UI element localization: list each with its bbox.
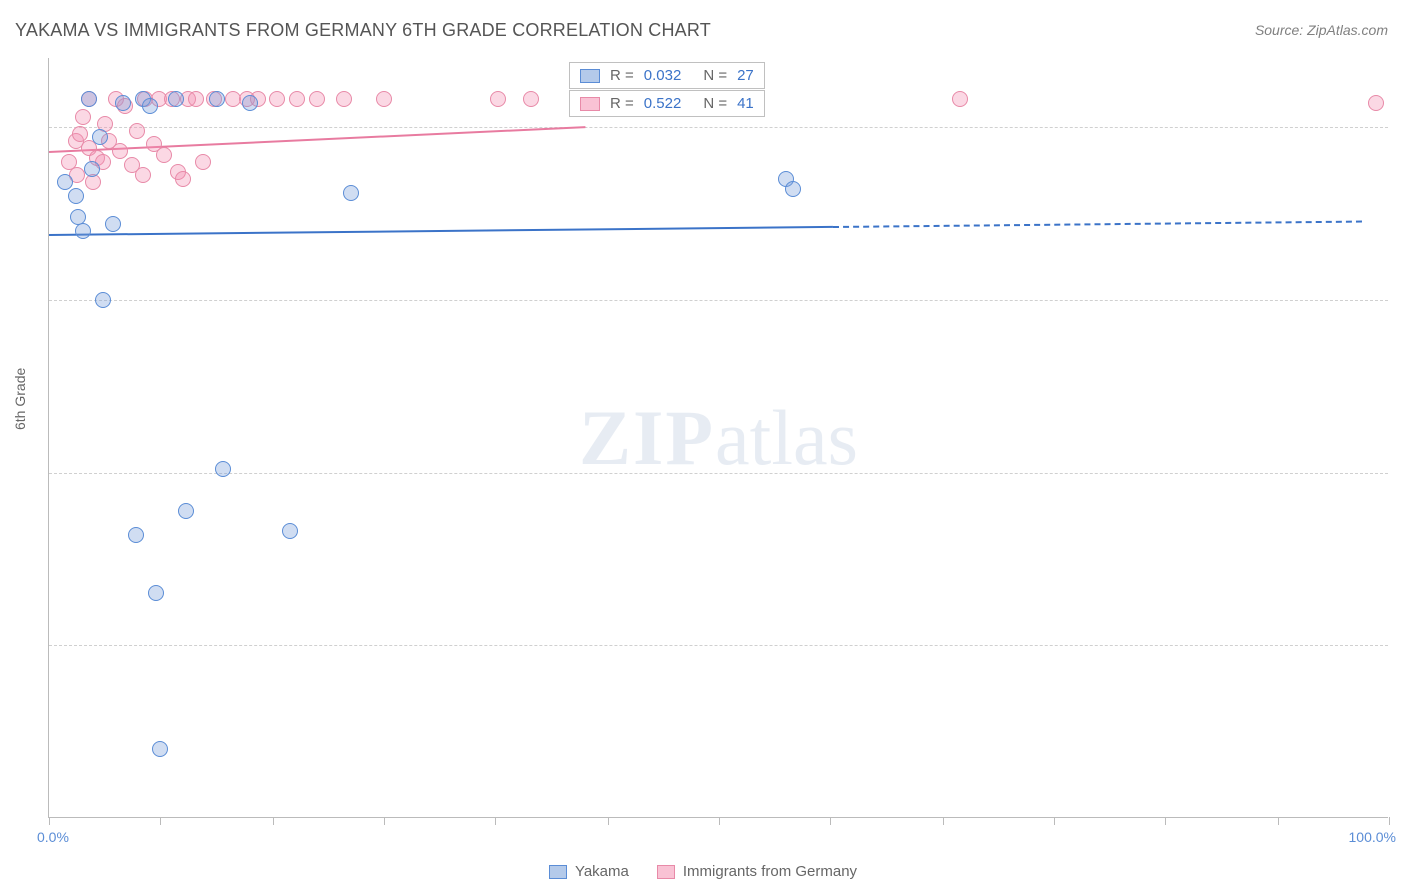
legend-label-yakama: Yakama	[575, 863, 629, 880]
data-point-yakama	[84, 161, 100, 177]
x-tick	[943, 817, 944, 825]
y-tick-label: 85.0%	[1398, 637, 1406, 653]
data-point-germany	[376, 91, 392, 107]
data-point-germany	[75, 109, 91, 125]
stat-r-label: R =	[610, 67, 634, 84]
legend-item-yakama: Yakama	[549, 863, 629, 880]
data-point-yakama	[57, 174, 73, 190]
data-point-germany	[289, 91, 305, 107]
data-point-yakama	[148, 585, 164, 601]
x-tick	[1054, 817, 1055, 825]
data-point-yakama	[92, 129, 108, 145]
x-tick	[830, 817, 831, 825]
x-tick	[719, 817, 720, 825]
data-point-yakama	[128, 527, 144, 543]
stat-n-value-germany: 41	[737, 95, 754, 112]
gridline-h	[49, 473, 1388, 474]
trend-line	[833, 221, 1362, 228]
stat-r-label: R =	[610, 95, 634, 112]
data-point-germany	[85, 174, 101, 190]
legend-label-germany: Immigrants from Germany	[683, 863, 857, 880]
data-point-yakama	[81, 91, 97, 107]
data-point-germany	[195, 154, 211, 170]
data-point-germany	[129, 123, 145, 139]
x-axis-min-label: 0.0%	[37, 829, 69, 845]
data-point-germany	[156, 147, 172, 163]
data-point-germany	[112, 143, 128, 159]
data-point-yakama	[178, 503, 194, 519]
stat-n-value-yakama: 27	[737, 67, 754, 84]
data-point-yakama	[68, 188, 84, 204]
data-point-yakama	[105, 216, 121, 232]
gridline-h	[49, 127, 1388, 128]
data-point-germany	[309, 91, 325, 107]
data-point-germany	[952, 91, 968, 107]
stats-box-yakama: R = 0.032 N = 27	[569, 62, 765, 89]
data-point-yakama	[75, 223, 91, 239]
x-tick	[384, 817, 385, 825]
data-point-yakama	[785, 181, 801, 197]
x-tick	[49, 817, 50, 825]
x-tick	[160, 817, 161, 825]
watermark: ZIPatlas	[579, 393, 858, 483]
data-point-germany	[135, 167, 151, 183]
y-tick-label: 95.0%	[1398, 292, 1406, 308]
y-tick-label: 90.0%	[1398, 465, 1406, 481]
data-point-yakama	[115, 95, 131, 111]
chart-title: YAKAMA VS IMMIGRANTS FROM GERMANY 6TH GR…	[15, 20, 711, 41]
data-point-yakama	[95, 292, 111, 308]
stat-n-label: N =	[703, 67, 727, 84]
y-tick-label: 100.0%	[1398, 119, 1406, 135]
legend-swatch-pink-icon	[657, 865, 675, 879]
data-point-yakama	[142, 98, 158, 114]
legend-swatch-blue-icon	[549, 865, 567, 879]
x-tick	[495, 817, 496, 825]
x-axis-max-label: 100.0%	[1349, 829, 1396, 845]
watermark-bold: ZIP	[579, 394, 715, 481]
data-point-germany	[175, 171, 191, 187]
x-tick	[273, 817, 274, 825]
data-point-germany	[490, 91, 506, 107]
legend: Yakama Immigrants from Germany	[0, 863, 1406, 880]
stat-r-value-yakama: 0.032	[644, 67, 682, 84]
data-point-yakama	[282, 523, 298, 539]
data-point-yakama	[242, 95, 258, 111]
gridline-h	[49, 300, 1388, 301]
trend-line	[49, 226, 833, 236]
data-point-yakama	[152, 741, 168, 757]
x-tick	[1165, 817, 1166, 825]
data-point-yakama	[209, 91, 225, 107]
source-attribution: Source: ZipAtlas.com	[1255, 22, 1388, 38]
data-point-germany	[523, 91, 539, 107]
swatch-pink-icon	[580, 97, 600, 111]
swatch-blue-icon	[580, 69, 600, 83]
stats-box-germany: R = 0.522 N = 41	[569, 90, 765, 117]
data-point-yakama	[215, 461, 231, 477]
data-point-germany	[225, 91, 241, 107]
data-point-germany	[1368, 95, 1384, 111]
data-point-germany	[336, 91, 352, 107]
x-tick	[1389, 817, 1390, 825]
y-axis-label: 6th Grade	[12, 368, 28, 430]
scatter-plot: ZIPatlas R = 0.032 N = 27 R = 0.522 N = …	[48, 58, 1388, 818]
gridline-h	[49, 645, 1388, 646]
watermark-rest: atlas	[715, 394, 858, 481]
data-point-yakama	[168, 91, 184, 107]
stat-n-label: N =	[703, 95, 727, 112]
x-tick	[608, 817, 609, 825]
data-point-germany	[188, 91, 204, 107]
data-point-yakama	[343, 185, 359, 201]
stat-r-value-germany: 0.522	[644, 95, 682, 112]
data-point-germany	[269, 91, 285, 107]
legend-item-germany: Immigrants from Germany	[657, 863, 857, 880]
x-tick	[1278, 817, 1279, 825]
